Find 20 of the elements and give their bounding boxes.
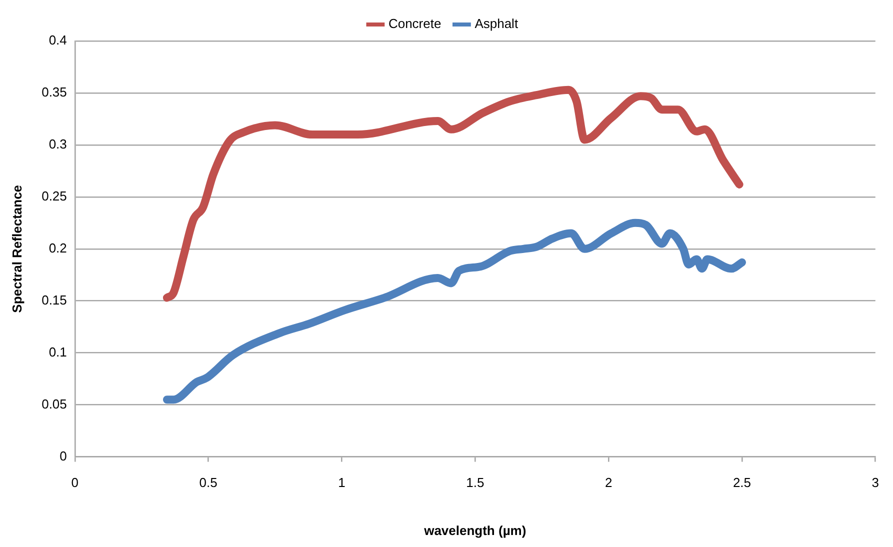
x-tick-label: 0 — [71, 475, 79, 490]
y-tick-label: 0.15 — [42, 292, 67, 308]
y-tick-label: 0.4 — [48, 32, 67, 48]
y-tick-label: 0.35 — [42, 84, 67, 100]
legend-label: Asphalt — [474, 16, 518, 32]
x-tick-label: 1.5 — [466, 475, 484, 490]
x-tick-label: 2 — [604, 475, 612, 490]
y-axis-title: Spectral Reflectance — [9, 184, 24, 313]
x-tick-label: 2.5 — [732, 475, 752, 490]
y-tick-label: 0.1 — [48, 344, 67, 360]
y-tick-label: 0.3 — [48, 136, 67, 152]
x-tick-label: 3 — [872, 475, 879, 490]
x-tick-label: 0.5 — [199, 475, 218, 490]
x-axis-title: wavelength (µm) — [423, 522, 526, 538]
legend-label: Concrete — [388, 16, 442, 32]
y-tick-label: 0.2 — [48, 240, 67, 256]
y-tick-label: 0.05 — [42, 396, 67, 412]
y-tick-label: 0.25 — [42, 188, 67, 204]
y-tick-label: 0 — [60, 448, 67, 464]
x-tick-label: 1 — [338, 475, 346, 490]
